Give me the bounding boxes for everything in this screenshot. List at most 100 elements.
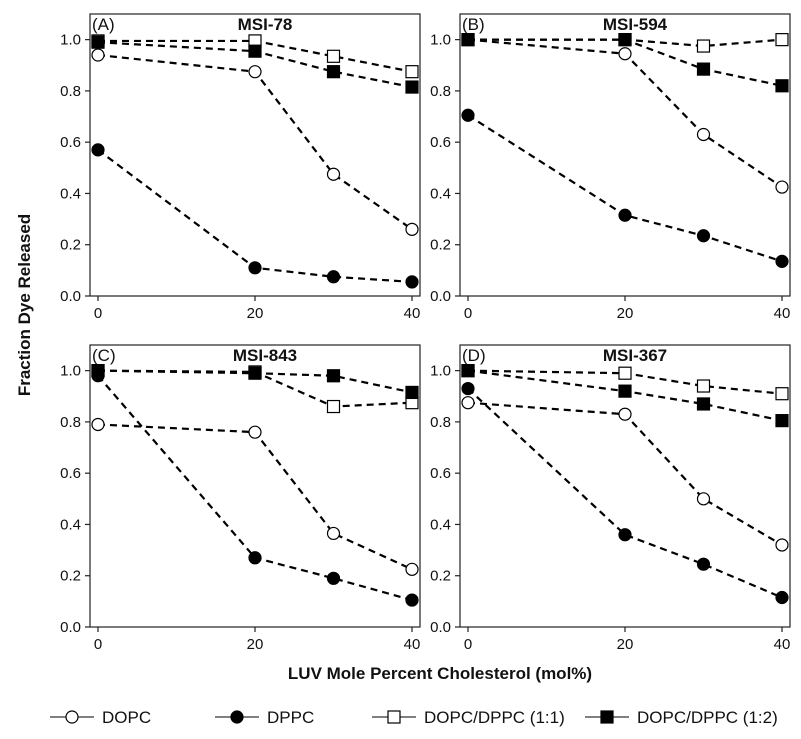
y-tick-label: 0.6 [430,134,451,151]
x-tick-label: 0 [464,305,472,322]
data-point-dopc-dppc-1-1 [326,49,341,63]
data-point-dopc [696,127,711,142]
series-line-dopc-dppc-1-2 [467,369,783,422]
legend-item-dppc: DPPC [215,708,314,727]
y-tick-label: 0.4 [60,516,81,533]
legend-label: DOPC/DPPC (1:1) [424,708,565,727]
series-dopc-dppc-1-2 [461,364,789,428]
data-point-dppc [618,208,632,222]
panel-msi-367: 0.0 0.2 0.4 0.6 0.8 1.0 0 20 40 (D) MSI-367 [430,344,791,653]
legend-marker [387,710,401,724]
panel-letter: (C) [92,346,116,365]
y-tick-label: 0.6 [430,465,451,482]
y-tick-label: 0.2 [430,237,451,254]
data-point-dopc-dppc-1-2 [91,35,105,49]
panel-letter: (B) [462,15,485,34]
y-tick-label: 0.2 [60,237,81,254]
legend-item-dopc-dppc-1-1: DOPC/DPPC (1:1) [372,708,565,727]
data-point-dopc-dppc-1-2 [618,33,632,47]
x-tick-label: 20 [247,636,264,653]
y-tick-label: 0.4 [60,185,81,202]
y-tick-label: 0.0 [60,619,81,636]
y-tick-label: 0.0 [430,619,451,636]
series-line-dopc-dppc-1-1 [98,39,413,73]
series-dopc-dppc-1-2 [91,35,419,94]
data-point-dopc-dppc-1-1 [618,366,632,380]
series-line-dopc-dppc-1-2 [97,369,413,394]
data-point-dopc [405,562,419,576]
data-point-dopc-dppc-1-2 [775,79,789,93]
data-point-dopc [618,407,632,421]
series-dopc-dppc-1-2 [91,364,419,400]
series-dopc [91,417,419,576]
series-dopc [91,48,419,236]
data-point-dopc-dppc-1-2 [405,385,419,400]
x-tick-label: 0 [94,305,102,322]
y-tick-label: 1.0 [430,363,451,380]
x-tick-label: 0 [94,636,102,653]
y-tick-label: 0.0 [430,288,451,305]
series-dopc-dppc-1-2 [461,33,789,93]
data-point-dopc [775,538,789,552]
data-point-dopc [696,492,711,506]
series-line-dopc-dppc-1-2 [97,41,413,89]
x-tick-label: 20 [617,305,634,322]
x-tick-label: 40 [774,305,791,322]
y-tick-label: 0.0 [60,288,81,305]
panel-letter: (D) [462,346,486,365]
legend-label: DOPC [102,708,151,727]
y-tick-label: 0.8 [60,83,81,100]
x-tick-label: 20 [617,636,634,653]
series-line-dopc [97,423,413,571]
legend-marker [65,710,79,724]
data-point-dppc [248,551,262,565]
legend-marker [600,710,614,724]
y-tick-label: 0.6 [60,465,81,482]
data-point-dopc [775,180,789,194]
panel-msi-78: 0.0 0.2 0.4 0.6 0.8 1.0 0 20 40 (A) MSI-78 [60,13,421,322]
series-dppc [461,108,789,268]
x-tick-label: 40 [404,305,421,322]
data-point-dppc [91,143,105,157]
data-point-dppc [775,254,789,268]
y-tick-label: 0.4 [430,185,451,202]
panel-title: MSI-843 [233,346,297,365]
legend-item-dopc: DOPC [50,708,151,727]
data-point-dopc-dppc-1-1 [405,65,419,79]
data-point-dopc-dppc-1-2 [248,44,262,58]
data-point-dppc [696,557,711,571]
data-point-dppc [405,593,419,607]
series-line-dopc [467,401,783,546]
data-point-dppc [405,275,419,289]
panel-msi-594: 0.0 0.2 0.4 0.6 0.8 1.0 0 20 40 (B) MSI-594 [430,13,791,322]
series-line-dppc [97,375,413,602]
data-point-dppc [618,528,632,542]
data-point-dopc [248,65,262,79]
x-tick-label: 20 [247,305,264,322]
y-tick-label: 0.8 [60,414,81,431]
data-point-dopc-dppc-1-2 [696,62,711,76]
y-tick-label: 1.0 [60,32,81,49]
data-point-dopc-dppc-1-2 [461,33,475,47]
y-tick-label: 0.2 [60,568,81,585]
data-point-dopc-dppc-1-2 [91,364,105,378]
panel-title: MSI-594 [603,15,668,34]
x-tick-label: 40 [774,636,791,653]
data-point-dppc [326,270,341,284]
data-point-dopc [326,167,341,181]
legend-item-dopc-dppc-1-2: DOPC/DPPC (1:2) [585,708,778,727]
legend-label: DOPC/DPPC (1:2) [637,708,778,727]
series-line-dopc-dppc-1-1 [467,369,783,395]
data-point-dopc-dppc-1-2 [696,397,711,411]
data-point-dppc [461,381,475,396]
chart-panels: 0.00.20.40.60.81.00 20 40(A) MSI-780.00.20.… [60,13,791,653]
data-point-dopc-dppc-1-1 [696,39,711,53]
y-tick-label: 0.4 [430,516,451,533]
series-dppc [461,381,789,605]
series-line-dppc [467,114,783,263]
series-line-dppc [97,148,413,283]
y-tick-label: 0.8 [430,414,451,431]
data-point-dopc-dppc-1-2 [618,384,632,398]
data-point-dopc [461,396,475,410]
